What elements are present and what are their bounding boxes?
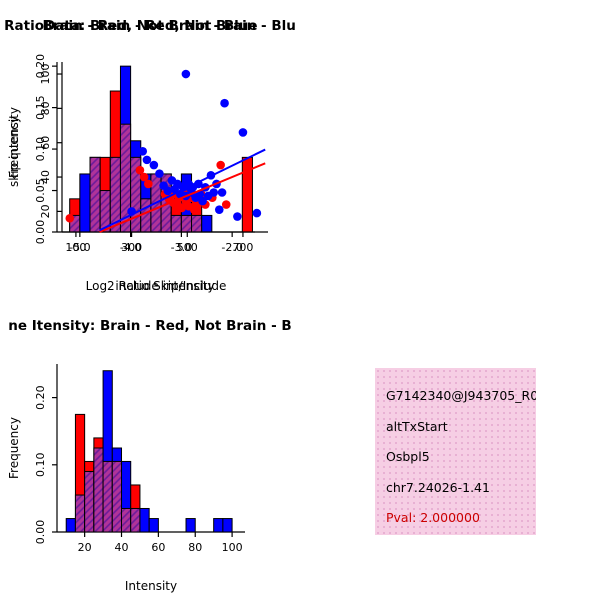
x-tick-label: -5.0 — [69, 241, 90, 254]
scatter-point-blue — [252, 208, 262, 218]
hist-bar — [65, 518, 76, 533]
x-axis-label: include intensity — [115, 279, 214, 293]
scatter-point-red — [135, 165, 145, 175]
gene-symbol-text: Osbpl5 — [386, 449, 430, 464]
x-tick-label: 60 — [151, 541, 165, 554]
hist-bar-overlap — [93, 447, 104, 533]
scatter-point-blue — [209, 188, 219, 197]
hist-bar-overlap — [111, 460, 123, 533]
x-axis-label: Intensity — [125, 579, 177, 593]
hist-bar-overlap — [102, 460, 113, 533]
scatter-point-blue — [155, 169, 164, 178]
intensity-histogram-chart: 20 40 60 80 100 0.00 0.10 0.20 ne Itensity: Brai… — [7, 318, 292, 593]
scatter-point-red — [65, 213, 75, 223]
scatter-point-red — [221, 200, 231, 209]
scatter-point-red — [143, 179, 153, 189]
y-tick-label: 0.20 — [34, 385, 47, 410]
y-axis-label: Frequency — [7, 417, 21, 479]
scatter-point-blue — [149, 160, 159, 170]
y-tick-label: 0.10 — [34, 453, 47, 478]
scatter-point-blue — [181, 69, 191, 79]
x-tick-label: 20 — [78, 541, 92, 554]
x-tick-label: 500 — [177, 241, 198, 254]
chart-title: ne Itensity: Brain - Red, Not Brain - B — [8, 318, 291, 334]
y-axis-label: Frequency — [7, 116, 21, 178]
panel-intensity-scatter: 100 300 500 700 20 40 60 80 100 Brain - Red, Not … — [0, 0, 300, 300]
x-tick-label: 700 — [232, 241, 253, 254]
x-tick-label: 100 — [65, 241, 86, 254]
hist-bar — [213, 518, 224, 533]
x-tick-label: -4.0 — [120, 241, 141, 254]
scatter-point-red — [216, 160, 225, 170]
y-tick-label: 0.00 — [34, 520, 47, 545]
chart-title: RatioData: Brain - Red, Not Brain - Blu — [4, 18, 296, 34]
y-tick-label: 40 — [39, 170, 52, 184]
hist-bar — [139, 507, 150, 533]
scatter-point-red — [189, 205, 199, 214]
x-tick-label: 40 — [115, 541, 129, 554]
hist-bar-overlap — [84, 471, 95, 533]
gene-id-text: G7142340@J943705_R0 — [386, 388, 536, 403]
scatter-point-blue — [214, 205, 224, 214]
x-tick-label: -2.0 — [221, 241, 242, 254]
fit-line-blue — [99, 148, 266, 232]
scatter-point-blue — [220, 98, 229, 108]
y-tick-label: 0.00 — [34, 220, 47, 245]
scatter-point-blue — [142, 155, 152, 165]
x-axis-label: Log2 Ratio Skip/Include — [86, 279, 227, 293]
x-tick-label: 300 — [121, 241, 142, 254]
y-tick-label: 60 — [39, 136, 52, 150]
x-tick-label: 100 — [222, 541, 243, 554]
y-tick-label: 20 — [39, 204, 52, 218]
y-tick-label: 80 — [39, 101, 52, 115]
locus-text: chr7.24026-1.41 — [386, 479, 490, 495]
scatter-point-blue — [163, 186, 173, 196]
y-axis-label: skip intensity — [7, 107, 21, 187]
y-tick-label: 0.20 — [34, 54, 47, 79]
intensity-scatter-chart: 100 300 500 700 20 40 60 80 100 Brain - Red, Not … — [7, 18, 268, 293]
hist-bar-overlap — [130, 507, 141, 533]
y-tick-label: 0.15 — [34, 95, 47, 120]
hist-bar — [222, 518, 233, 533]
hist-bar — [148, 518, 159, 533]
chart-title: Brain - Red, Not Brain - Blue — [42, 18, 257, 34]
hist-bar-overlap — [121, 507, 132, 533]
y-tick-label: 0.05 — [34, 178, 47, 203]
scatter-point-blue — [138, 146, 148, 156]
panel-intensity-histogram: 20 40 60 80 100 0.00 0.10 0.20 ne Itensity: Brai… — [0, 300, 300, 600]
gene-info-box: G7142340@J943705_R0 altTxStart Osbpl5 ch… — [375, 368, 536, 535]
scatter-point-red — [139, 172, 149, 182]
scatter-point-red — [177, 203, 187, 213]
scatter-point-blue — [233, 212, 242, 221]
x-tick-label: -3.0 — [171, 241, 192, 254]
event-type-text: altTxStart — [386, 418, 448, 434]
pval-text: Pval: 2.000000 — [386, 510, 480, 525]
y-tick-label: 0.10 — [34, 137, 47, 162]
scatter-point-blue — [217, 188, 227, 197]
scatter-point-blue — [198, 196, 207, 206]
scatter-point-blue — [238, 128, 248, 137]
hist-bar-overlap — [74, 494, 86, 533]
y-tick-label: 100 — [39, 64, 52, 85]
hist-bar — [185, 518, 196, 533]
fit-line-red — [99, 162, 266, 233]
x-tick-label: 80 — [188, 541, 202, 554]
